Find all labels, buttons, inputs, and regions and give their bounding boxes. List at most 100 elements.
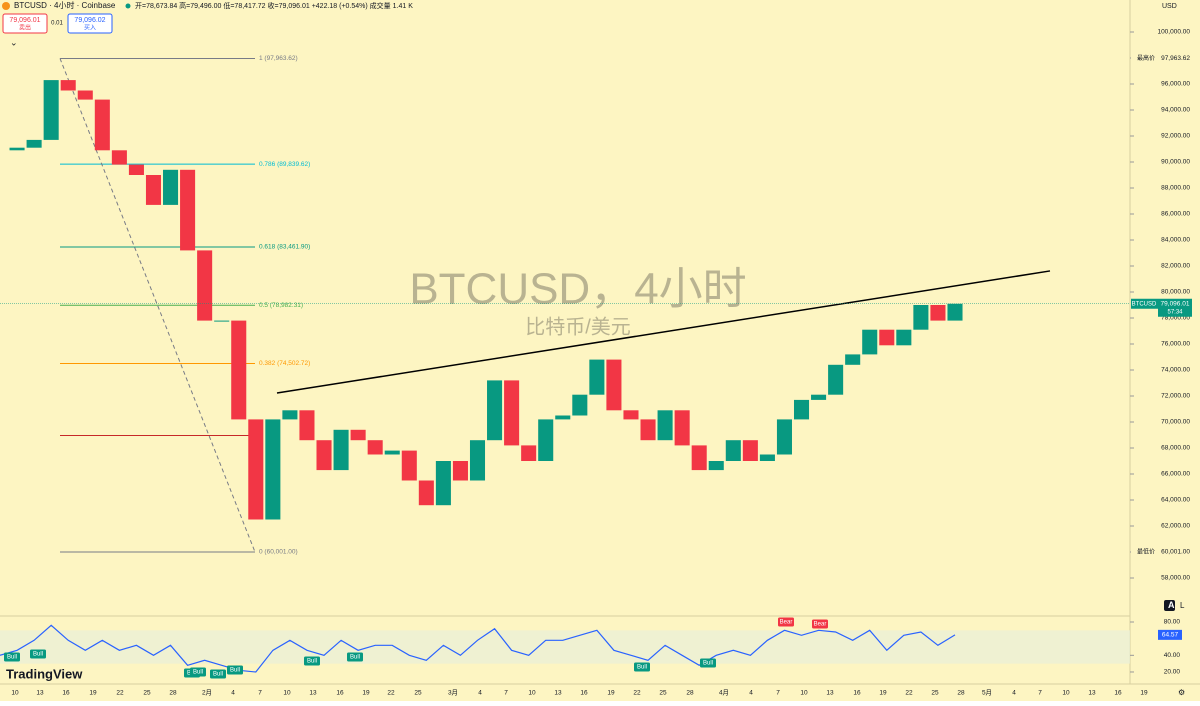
date-label: 7 [258,690,262,697]
candle [572,394,588,416]
candle [845,354,861,365]
buy-label: 买入 [84,24,96,32]
date-label: 7 [776,690,780,697]
date-label: 13 [554,690,562,697]
signal-tag [700,658,716,668]
fib-label: 1 (97,963.62) [259,55,298,62]
y-tick-label: 96,000.00 [1161,81,1190,88]
date-label: 28 [957,690,965,697]
fib-diagonal [59,58,256,553]
y-tick-label: 78,000.00 [1161,315,1190,322]
candle [418,480,434,506]
date-label: 3月 [448,689,458,697]
high-badge [1131,53,1195,64]
date-label: 5月 [982,689,992,697]
candle [640,419,656,441]
buy-button[interactable] [67,13,113,34]
spread: 0.01 [51,21,63,27]
rsi-tick-label: 80.00 [1164,619,1181,626]
y-tick-label: 92,000.00 [1161,133,1190,140]
buy-price: 79,096.02 [74,17,105,24]
date-label: 16 [336,690,344,697]
date-label: 4 [231,690,235,697]
candle [163,169,179,205]
signal-label: Bear [814,622,827,628]
date-label: 19 [879,690,887,697]
date-label: 22 [116,690,124,697]
candle [248,419,264,520]
candle [725,440,741,461]
candle [896,329,912,346]
candle [350,429,366,441]
logo-text: TradingView [6,666,83,681]
sell-button[interactable] [2,13,48,34]
date-label: 16 [1114,690,1122,697]
settings-button[interactable]: ⚙ [1178,688,1185,697]
auto-button[interactable]: A [1168,600,1175,610]
logo: TradingView [6,666,83,681]
date-label: 22 [633,690,641,697]
last-price-badge [1158,298,1192,317]
candle [214,320,230,322]
y-tick-label: 68,000.00 [1161,445,1190,452]
candle [26,139,42,148]
date-label: 10 [11,690,19,697]
trendline [276,270,1051,394]
candle [674,410,690,446]
date-label: 7 [1038,690,1042,697]
date-label: 25 [143,690,151,697]
candle [77,90,93,100]
date-label: 7 [504,690,508,697]
signal-tag [634,662,650,672]
candle [384,450,400,455]
candle [691,445,707,471]
candle [180,169,196,251]
last-symbol: BTCUSD [1132,301,1157,307]
sell-label: 卖出 [19,24,31,32]
candle [231,320,247,420]
date-label: 28 [169,690,177,697]
candle [879,329,895,346]
date-label: 10 [528,690,536,697]
candle [606,359,622,411]
status-dot [125,3,131,9]
y-tick-label: 62,000.00 [1161,523,1190,530]
candle [742,440,758,461]
candle [265,419,281,520]
date-label: 13 [826,690,834,697]
date-label: 28 [686,690,694,697]
sell-price: 79,096.01 [9,17,40,24]
ohlc: 开=78,673.84 高=79,496.00 低=78,417.72 收=79… [135,1,413,10]
candle [282,410,298,420]
last-price: 79,096.01 [1161,300,1190,307]
y-tick-label: 88,000.00 [1161,185,1190,192]
candle [811,394,827,400]
currency[interactable]: USD [1162,3,1177,10]
fib-label: 0 (60,001.00) [259,549,298,556]
date-label: 10 [283,690,291,697]
log-button[interactable]: L [1180,601,1185,610]
candle [793,399,810,420]
y-tick-label: 74,000.00 [1161,367,1190,374]
rsi-last: 64.57 [1162,632,1179,639]
candle [828,364,844,395]
symbol: BTCUSD · 4小时 · Coinbase [14,0,116,10]
collapse-arrow[interactable]: ⌄ [10,37,18,47]
date-label: 4 [749,690,753,697]
signal-tag [4,652,20,662]
fib-label: 0.786 (89,839.62) [259,161,310,168]
date-label: 4 [1012,690,1016,697]
candle [469,440,486,481]
low-badge [1131,546,1195,557]
signal-label: Bull [350,655,360,661]
candle [145,175,162,205]
date-label: 25 [931,690,939,697]
candle [862,329,878,355]
signal-label: Bull [637,665,647,671]
countdown: 57:34 [1167,309,1183,315]
high-value: 97,963.62 [1161,55,1190,62]
date-label: 10 [800,690,808,697]
low-value: 60,001.00 [1161,549,1190,556]
candle [623,410,639,420]
